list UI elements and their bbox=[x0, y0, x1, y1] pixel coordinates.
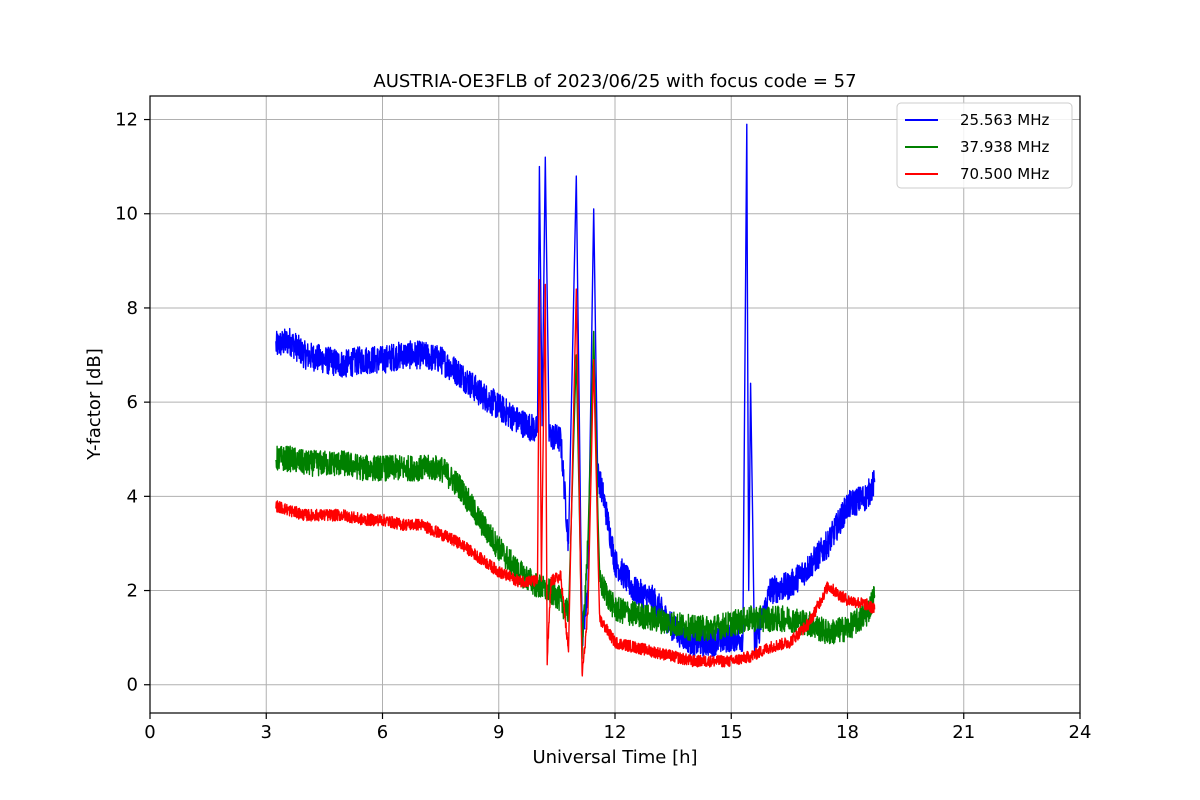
y-tick-label: 12 bbox=[115, 110, 138, 131]
y-tick-label: 8 bbox=[127, 298, 138, 319]
legend-box bbox=[896, 102, 1073, 189]
x-tick-label: 21 bbox=[952, 722, 975, 743]
x-tick-label: 18 bbox=[836, 722, 859, 743]
x-tick-label: 15 bbox=[720, 722, 743, 743]
y-tick-label: 0 bbox=[127, 675, 138, 696]
legend: 25.563 MHz 37.938 MHz 70.500 MHz bbox=[896, 102, 1073, 189]
x-tick-label: 9 bbox=[493, 722, 504, 743]
legend-entry: 37.938 MHz bbox=[960, 138, 1049, 156]
x-tick-label: 6 bbox=[377, 722, 388, 743]
chart-title: AUSTRIA-OE3FLB of 2023/06/25 with focus … bbox=[373, 71, 856, 92]
y-tick-label: 2 bbox=[127, 581, 138, 602]
y-tick-label: 6 bbox=[127, 392, 138, 413]
x-axis-label: Universal Time [h] bbox=[532, 747, 697, 768]
series-line bbox=[275, 123, 876, 657]
y-axis-label: Y-factor [dB] bbox=[84, 348, 105, 461]
series-line bbox=[275, 279, 876, 677]
x-tick-label: 3 bbox=[261, 722, 272, 743]
y-tick-label: 10 bbox=[115, 204, 138, 225]
y-tick-label: 4 bbox=[127, 486, 138, 507]
legend-entry: 70.500 MHz bbox=[960, 165, 1049, 183]
legend-entry: 25.563 MHz bbox=[960, 111, 1049, 129]
x-tick-label: 24 bbox=[1069, 722, 1092, 743]
x-tick-label: 0 bbox=[144, 722, 155, 743]
data-series bbox=[275, 123, 876, 677]
x-tick-label: 12 bbox=[604, 722, 627, 743]
